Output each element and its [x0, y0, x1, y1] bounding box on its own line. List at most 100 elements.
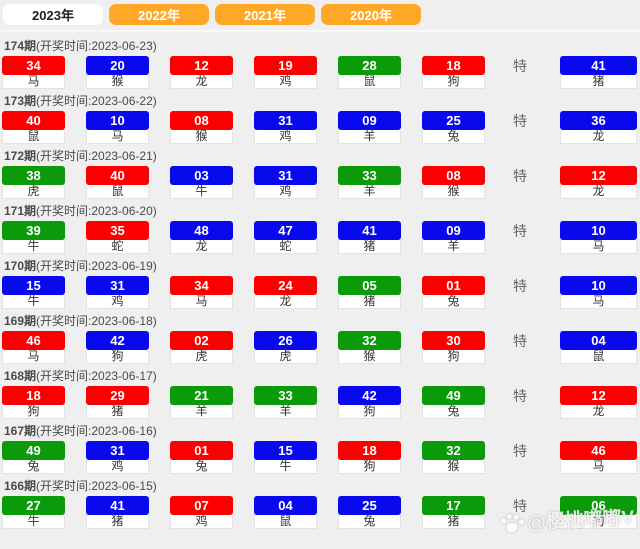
special-label: 特 — [513, 57, 527, 74]
ball-cell: 40 鼠 — [86, 166, 149, 199]
ball-cell: 03 牛 — [170, 166, 233, 199]
ball-cell: 31 鸡 — [254, 111, 317, 144]
ball-number: 32 — [338, 331, 401, 350]
special-ball-number: 10 — [560, 276, 637, 295]
ball-zodiac: 马 — [2, 75, 65, 89]
draw-section: 172期(开奖时间:2023-06-21) 38 虎 40 鼠 03 牛 31 鸡 33 羊 08 猴特… — [0, 144, 640, 199]
draw-header: 170期(开奖时间:2023-06-19) — [0, 254, 640, 276]
ball-cell: 39 牛 — [2, 221, 65, 254]
special-ball-zodiac: 马 — [560, 295, 637, 309]
ball-number: 01 — [170, 441, 233, 460]
ball-cell: 42 狗 — [338, 386, 401, 419]
ball-number: 12 — [170, 56, 233, 75]
draw-period: 169期 — [4, 314, 37, 328]
ball-cell: 42 狗 — [86, 331, 149, 364]
draw-section: 166期(开奖时间:2023-06-15) 27 牛 41 猪 07 鸡 04 鼠 25 兔 17 猪特… — [0, 474, 640, 529]
ball-cell: 09 羊 — [422, 221, 485, 254]
tab-year-2023[interactable]: 2023年 — [3, 4, 103, 25]
ball-number: 08 — [422, 166, 485, 185]
tab-year-2021[interactable]: 2021年 — [215, 4, 315, 25]
draw-header: 172期(开奖时间:2023-06-21) — [0, 144, 640, 166]
ball-zodiac: 龙 — [170, 240, 233, 254]
ball-number: 17 — [422, 496, 485, 515]
special-label: 特 — [513, 332, 527, 349]
ball-zodiac: 羊 — [170, 405, 233, 419]
tab-year-2022[interactable]: 2022年 — [109, 4, 209, 25]
ball-zodiac: 狗 — [86, 350, 149, 364]
ball-cell: 38 虎 — [2, 166, 65, 199]
ball-number: 49 — [422, 386, 485, 405]
ball-number: 41 — [338, 221, 401, 240]
special-ball-zodiac: 狗 — [560, 515, 637, 529]
ball-cell: 31 鸡 — [86, 276, 149, 309]
ball-cell: 49 兔 — [422, 386, 485, 419]
ball-zodiac: 马 — [2, 350, 65, 364]
draw-period: 166期 — [4, 479, 37, 493]
ball-cell: 05 猪 — [338, 276, 401, 309]
ball-cell: 15 牛 — [2, 276, 65, 309]
draw-header: 168期(开奖时间:2023-06-17) — [0, 364, 640, 386]
ball-zodiac: 牛 — [254, 460, 317, 474]
ball-cell: 18 狗 — [2, 386, 65, 419]
draw-time: (开奖时间:2023-06-21) — [36, 149, 157, 163]
ball-number: 46 — [2, 331, 65, 350]
ball-number: 26 — [254, 331, 317, 350]
ball-cell: 04 鼠 — [254, 496, 317, 529]
special-ball-number: 41 — [560, 56, 637, 75]
ball-zodiac: 鸡 — [254, 130, 317, 144]
ball-number: 31 — [254, 111, 317, 130]
ball-zodiac: 龙 — [170, 75, 233, 89]
draw-period: 172期 — [4, 149, 37, 163]
ball-zodiac: 羊 — [254, 405, 317, 419]
ball-zodiac: 鸡 — [86, 295, 149, 309]
special-ball-zodiac: 猪 — [560, 75, 637, 89]
special-label: 特 — [513, 167, 527, 184]
ball-zodiac: 鼠 — [254, 515, 317, 529]
ball-zodiac: 牛 — [2, 295, 65, 309]
draw-row: 15 牛 31 鸡 34 马 24 龙 05 猪 01 兔特 10 马 — [2, 276, 640, 309]
ball-cell: 49 兔 — [2, 441, 65, 474]
ball-cell: 40 鼠 — [2, 111, 65, 144]
tab-year-2020[interactable]: 2020年 — [321, 4, 421, 25]
ball-zodiac: 猴 — [422, 460, 485, 474]
ball-zodiac: 马 — [170, 295, 233, 309]
ball-zodiac: 马 — [86, 130, 149, 144]
ball-number: 04 — [254, 496, 317, 515]
draws-list: 174期(开奖时间:2023-06-23) 34 马 20 猴 12 龙 19 鸡 28 鼠 18 狗特… — [0, 32, 640, 529]
ball-zodiac: 猪 — [422, 515, 485, 529]
special-ball-cell: 41 猪 — [560, 56, 637, 89]
ball-zodiac: 羊 — [422, 240, 485, 254]
draw-header: 174期(开奖时间:2023-06-23) — [0, 34, 640, 56]
special-ball-cell: 10 马 — [560, 276, 637, 309]
ball-number: 10 — [86, 111, 149, 130]
ball-cell: 09 羊 — [338, 111, 401, 144]
ball-zodiac: 猴 — [170, 130, 233, 144]
ball-number: 08 — [170, 111, 233, 130]
ball-zodiac: 鼠 — [86, 185, 149, 199]
special-ball-cell: 10 马 — [560, 221, 637, 254]
ball-cell: 25 兔 — [422, 111, 485, 144]
ball-zodiac: 兔 — [422, 295, 485, 309]
ball-zodiac: 鸡 — [170, 515, 233, 529]
ball-cell: 46 马 — [2, 331, 65, 364]
ball-cell: 41 猪 — [338, 221, 401, 254]
ball-cell: 19 鸡 — [254, 56, 317, 89]
ball-cell: 26 虎 — [254, 331, 317, 364]
ball-zodiac: 鸡 — [86, 460, 149, 474]
ball-cell: 20 猴 — [86, 56, 149, 89]
ball-cell: 32 猴 — [338, 331, 401, 364]
draw-period: 167期 — [4, 424, 37, 438]
ball-zodiac: 羊 — [338, 185, 401, 199]
ball-number: 20 — [86, 56, 149, 75]
ball-cell: 31 鸡 — [86, 441, 149, 474]
ball-number: 25 — [422, 111, 485, 130]
ball-cell: 18 狗 — [338, 441, 401, 474]
special-label: 特 — [513, 497, 527, 514]
ball-number: 29 — [86, 386, 149, 405]
ball-zodiac: 兔 — [2, 460, 65, 474]
draw-period: 174期 — [4, 39, 37, 53]
ball-number: 15 — [2, 276, 65, 295]
ball-cell: 31 鸡 — [254, 166, 317, 199]
draw-header: 166期(开奖时间:2023-06-15) — [0, 474, 640, 496]
ball-zodiac: 狗 — [2, 405, 65, 419]
